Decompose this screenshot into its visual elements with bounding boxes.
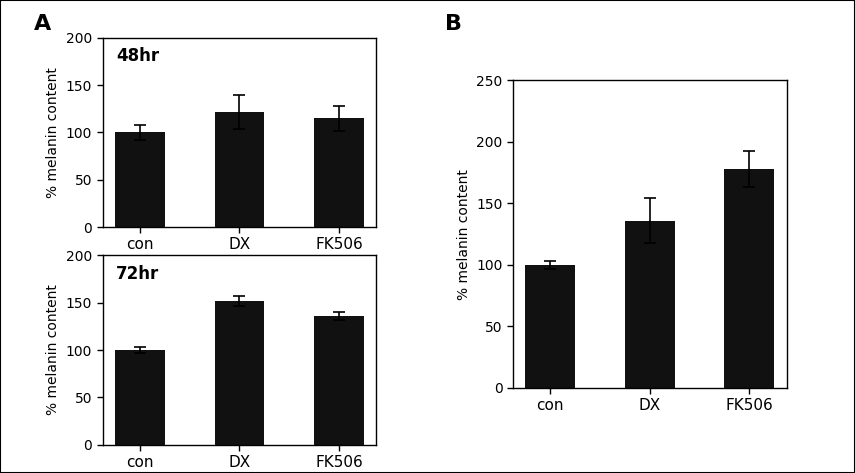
Bar: [115, 350, 165, 445]
Y-axis label: % melanin content: % melanin content: [457, 169, 470, 299]
Bar: [625, 220, 675, 388]
Text: B: B: [445, 14, 462, 34]
Text: A: A: [34, 14, 51, 34]
Bar: [215, 301, 264, 445]
Bar: [215, 112, 264, 227]
Bar: [314, 316, 363, 445]
Y-axis label: % melanin content: % melanin content: [46, 285, 60, 415]
Text: 72hr: 72hr: [116, 265, 160, 283]
Bar: [314, 118, 363, 227]
Bar: [724, 169, 774, 388]
Y-axis label: % melanin content: % melanin content: [46, 67, 60, 198]
Bar: [526, 265, 575, 388]
Text: 48hr: 48hr: [116, 47, 159, 65]
Bar: [115, 132, 165, 227]
